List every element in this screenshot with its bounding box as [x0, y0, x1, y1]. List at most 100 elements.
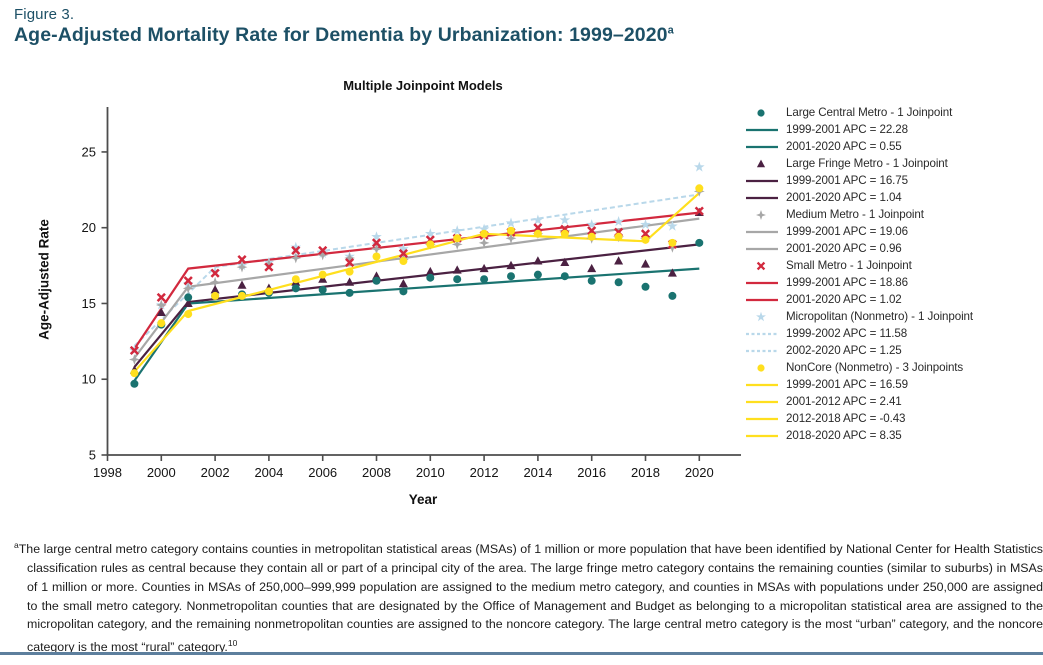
marker-micropolitan-nonmetro-2020: [693, 161, 705, 172]
marker-medium-metro-2019: [667, 242, 678, 253]
legend-row: 2018-2020 APC = 8.35: [744, 427, 1040, 444]
marker-medium-metro-2011: [451, 238, 463, 250]
axes: [106, 107, 741, 456]
marker-large-fringe-metro-2011: [452, 265, 462, 274]
large-fringe-metro-marker-icon: [756, 159, 766, 167]
marker-noncore-nonmetro-2008: [372, 252, 381, 261]
marker-micropolitan-nonmetro-2014: [532, 214, 544, 225]
marker-micropolitan-nonmetro-2019: [667, 220, 678, 231]
marker-medium-metro-2000: [155, 299, 167, 311]
micropolitan-nonmetro-marker-icon: [756, 311, 766, 321]
legend-marker-swatch: [744, 259, 780, 273]
x-tick-label: 2006: [308, 465, 337, 480]
marker-large-central-metro-2017: [614, 278, 623, 287]
marker-noncore-nonmetro-2015: [560, 229, 569, 238]
marker-medium-metro-1999: [129, 354, 140, 365]
legend-row: Small Metro - 1 Joinpoint: [744, 257, 1040, 274]
legend-apc-label: 2001-2012 APC = 2.41: [786, 395, 902, 408]
marker-noncore-nonmetro-2005: [291, 275, 300, 284]
marker-micropolitan-nonmetro-2009: [398, 243, 409, 254]
footnote-text: The large central metro category contain…: [18, 542, 1043, 655]
marker-large-central-metro-2007: [345, 288, 354, 297]
y-tick-label: 5: [89, 448, 96, 463]
legend-line-swatch: [744, 242, 780, 256]
marker-noncore-nonmetro-2012: [480, 229, 489, 238]
marker-large-fringe-metro-2016: [587, 263, 597, 273]
marker-small-metro-2007: [345, 257, 355, 268]
marker-micropolitan-nonmetro-2013: [505, 217, 517, 228]
small-metro-marker-icon: [756, 261, 766, 270]
marker-micropolitan-nonmetro-2012: [478, 223, 490, 234]
legend-row: 2001-2020 APC = 1.04: [744, 189, 1040, 206]
marker-micropolitan-nonmetro-2017: [613, 216, 624, 227]
marker-large-fringe-metro-2000: [156, 307, 166, 317]
marker-noncore-nonmetro-2010: [426, 240, 435, 249]
chart-legend: Large Central Metro - 1 Joinpoint 1999-20…: [744, 104, 1040, 444]
x-tick-label: 2004: [254, 465, 283, 480]
marker-micropolitan-nonmetro-2016: [586, 219, 598, 230]
marker-large-central-metro-2013: [507, 272, 515, 281]
marker-medium-metro-2012: [478, 237, 490, 249]
marker-large-central-metro-2008: [372, 276, 381, 285]
legend-row: 2012-2018 APC = -0.43: [744, 410, 1040, 427]
marker-medium-metro-2003: [236, 261, 248, 273]
fitted-line-large-fringe-metro: [133, 243, 700, 368]
marker-large-central-metro-2020: [695, 238, 704, 247]
marker-large-fringe-metro-2012: [479, 263, 489, 273]
marker-small-metro-2020: [694, 206, 704, 216]
legend-marker-swatch: [744, 157, 780, 171]
legend-row: 1999-2001 APC = 19.06: [744, 223, 1040, 240]
y-tick-label: 15: [82, 296, 96, 311]
x-tick-label: 2002: [201, 465, 230, 480]
marker-noncore-nonmetro-2019: [668, 238, 677, 247]
marker-micropolitan-nonmetro-2011: [451, 225, 463, 236]
page-title-text: Age-Adjusted Mortality Rate for Dementia…: [14, 24, 668, 46]
legend-line-swatch: [744, 344, 780, 358]
legend-apc-label: 1999-2001 APC = 18.86: [786, 276, 908, 289]
legend-apc-label: 2001-2020 APC = 0.55: [786, 140, 902, 153]
fitted-line-small-metro: [133, 211, 700, 350]
page-title: Age-Adjusted Mortality Rate for Dementia…: [14, 24, 674, 47]
legend-line-swatch: [744, 225, 780, 239]
legend-row: 2001-2012 APC = 2.41: [744, 393, 1040, 410]
marker-large-fringe-metro-2017: [614, 256, 624, 265]
marker-micropolitan-nonmetro-2002: [209, 266, 221, 277]
marker-noncore-nonmetro-2006: [318, 270, 327, 279]
marker-noncore-nonmetro-2002: [211, 291, 220, 300]
marker-small-metro-2000: [156, 292, 166, 302]
legend-apc-label: 2012-2018 APC = -0.43: [786, 412, 906, 425]
marker-medium-metro-2004: [263, 258, 275, 270]
marker-noncore-nonmetro-2001: [184, 310, 193, 319]
marker-large-central-metro-2010: [426, 273, 435, 282]
marker-small-metro-2005: [291, 245, 301, 256]
marker-medium-metro-2001: [182, 282, 194, 294]
bottom-rule: [0, 652, 1043, 655]
footnote: aThe large central metro category contai…: [14, 536, 1043, 657]
marker-small-metro-2018: [640, 229, 651, 239]
x-tick-label: 2014: [523, 465, 552, 480]
noncore-nonmetro-marker-icon: [757, 363, 765, 372]
marker-large-fringe-metro-2007: [345, 277, 355, 286]
marker-large-central-metro-2016: [587, 276, 596, 285]
marker-large-fringe-metro-2013: [506, 260, 516, 270]
legend-marker-swatch: [744, 106, 780, 120]
marker-noncore-nonmetro-2009: [399, 257, 408, 266]
marker-large-fringe-metro-2014: [533, 256, 543, 265]
marker-large-fringe-metro-2002: [210, 285, 220, 294]
legend-series-label: Medium Metro - 1 Joinpoint: [786, 208, 924, 221]
x-tick-label: 2018: [631, 465, 660, 480]
legend-apc-label: 1999-2001 APC = 16.75: [786, 174, 908, 187]
marker-large-central-metro-2014: [533, 270, 542, 279]
legend-line-swatch: [744, 174, 780, 188]
legend-row: 1999-2002 APC = 11.58: [744, 325, 1040, 342]
chart-title: Multiple Joinpoint Models: [343, 78, 503, 93]
legend-row: 2001-2020 APC = 0.96: [744, 240, 1040, 257]
legend-series-label: NonCore (Nonmetro) - 3 Joinpoints: [786, 361, 964, 374]
legend-series-label: Large Central Metro - 1 Joinpoint: [786, 106, 953, 119]
legend-row: Medium Metro - 1 Joinpoint: [744, 206, 1040, 223]
marker-large-central-metro-2006: [318, 285, 327, 294]
marker-medium-metro-2008: [371, 243, 382, 255]
marker-noncore-nonmetro-2007: [345, 267, 354, 276]
marker-large-central-metro-2012: [480, 275, 489, 284]
legend-line-swatch: [744, 412, 780, 426]
